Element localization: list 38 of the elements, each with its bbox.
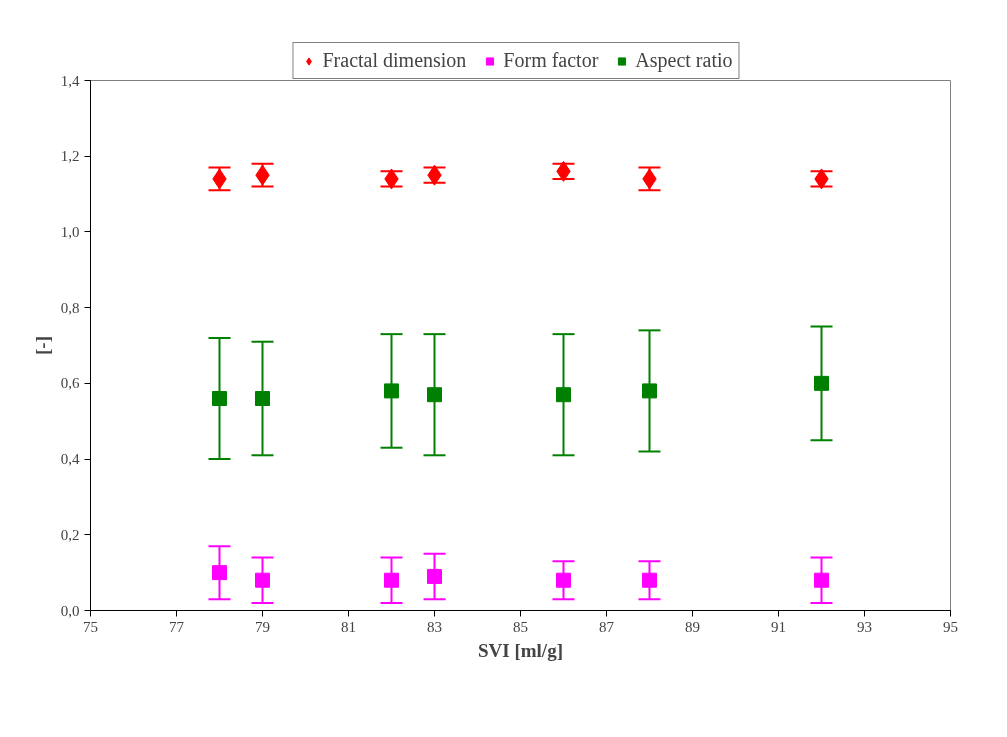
x-tick-label: 95 bbox=[943, 618, 958, 635]
y-tick-label: 1,2 bbox=[60, 148, 80, 165]
y-tick-label: 0,8 bbox=[60, 299, 80, 316]
y-axis-title: [-] bbox=[31, 336, 53, 355]
point bbox=[556, 387, 571, 403]
point bbox=[427, 387, 442, 403]
x-tick-label: 87 bbox=[599, 618, 615, 635]
x-tick-label: 83 bbox=[427, 618, 442, 635]
point bbox=[255, 572, 270, 588]
point bbox=[255, 391, 270, 406]
x-tick-label: 89 bbox=[685, 618, 700, 635]
x-tick-label: 81 bbox=[341, 618, 356, 635]
point bbox=[384, 383, 399, 399]
y-tick-label: 0,6 bbox=[60, 375, 80, 392]
point bbox=[642, 383, 657, 399]
y-tick-label: 1,4 bbox=[60, 72, 80, 89]
point bbox=[642, 572, 657, 588]
point bbox=[212, 391, 227, 406]
legend-label: Form factor bbox=[503, 49, 599, 73]
point bbox=[556, 572, 571, 588]
x-tick-label: 75 bbox=[83, 618, 98, 635]
y-tick-label: 1,0 bbox=[60, 223, 80, 240]
y-tick-label: 0,0 bbox=[60, 602, 80, 619]
x-axis-title: SVI [ml/g] bbox=[478, 639, 563, 661]
y-tick-label: 0,4 bbox=[60, 451, 80, 468]
point bbox=[384, 572, 399, 588]
x-tick-label: 77 bbox=[169, 618, 185, 635]
x-tick-label: 85 bbox=[513, 618, 528, 635]
x-tick-label: 91 bbox=[771, 618, 786, 635]
point bbox=[814, 572, 829, 588]
legend-label: Aspect ratio bbox=[635, 49, 733, 73]
legend-label: Fractal dimension bbox=[322, 49, 467, 73]
point bbox=[427, 568, 442, 584]
x-tick-label: 79 bbox=[255, 618, 270, 635]
point bbox=[814, 375, 829, 391]
x-tick-label: 93 bbox=[857, 618, 872, 635]
y-tick-label: 0,2 bbox=[60, 526, 80, 543]
point bbox=[212, 565, 227, 581]
